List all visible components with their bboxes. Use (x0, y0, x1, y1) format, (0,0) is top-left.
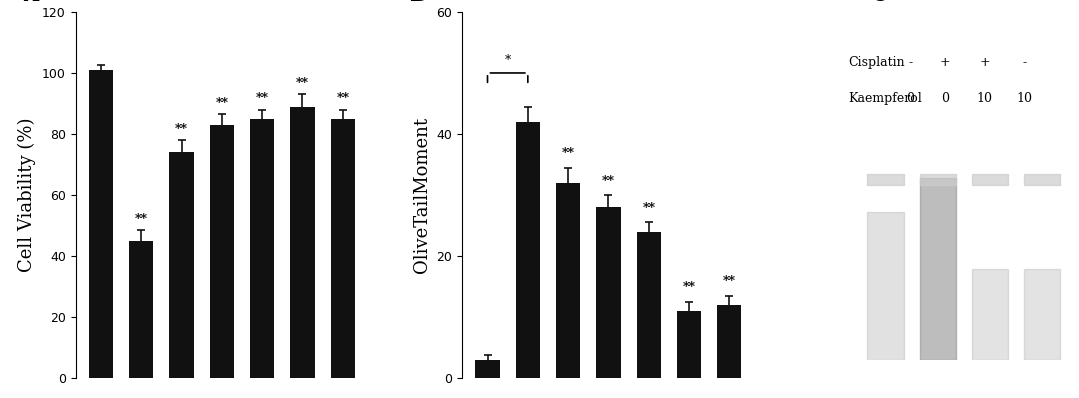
Bar (556, 183, 581, 378)
Text: *: * (505, 54, 510, 67)
Text: **: ** (642, 202, 655, 215)
Text: +: + (940, 56, 951, 69)
Text: **: ** (723, 275, 736, 289)
Text: **: ** (135, 213, 148, 226)
Text: +: + (980, 56, 991, 69)
Text: 0: 0 (906, 92, 914, 105)
Y-axis label: OliveTailMoment: OliveTailMoment (413, 117, 431, 273)
Text: **: ** (296, 77, 309, 90)
Bar (516, 122, 540, 378)
Text: -: - (1022, 56, 1026, 69)
Bar (331, 119, 355, 378)
Text: 10: 10 (1016, 92, 1033, 105)
Bar (250, 119, 274, 378)
Bar (88, 70, 113, 378)
Bar (169, 152, 193, 378)
Bar (476, 360, 500, 378)
Bar (637, 232, 660, 378)
Text: 10: 10 (976, 92, 993, 105)
Bar (597, 207, 620, 378)
Text: Cisplatin: Cisplatin (849, 56, 905, 69)
Bar (677, 311, 701, 378)
Text: 0: 0 (941, 92, 950, 105)
Text: Kaempferol: Kaempferol (849, 92, 923, 105)
Text: **: ** (602, 175, 615, 188)
Text: **: ** (256, 92, 269, 105)
Bar (718, 305, 741, 378)
Bar (129, 241, 153, 378)
Text: **: ** (683, 281, 696, 295)
Text: **: ** (216, 97, 229, 109)
Y-axis label: Cell Viability (%): Cell Viability (%) (18, 118, 37, 272)
Text: C: C (871, 0, 886, 5)
Text: **: ** (337, 92, 350, 105)
Bar (290, 107, 315, 378)
Bar (209, 125, 234, 378)
Text: -: - (909, 56, 912, 69)
Text: A: A (23, 0, 38, 5)
Text: **: ** (175, 123, 188, 135)
Text: B: B (409, 0, 426, 5)
Text: **: ** (562, 147, 575, 160)
